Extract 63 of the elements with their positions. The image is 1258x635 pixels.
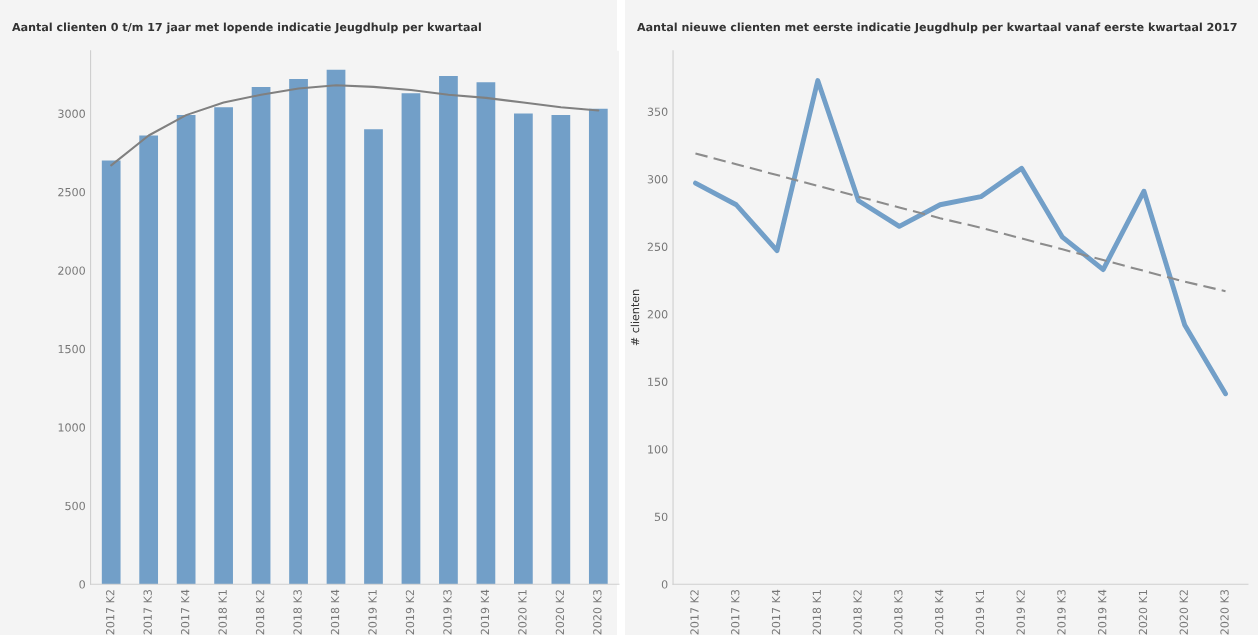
x-tick-label: 2019 K3 xyxy=(443,589,452,635)
x-tick-label: 2018 K1 xyxy=(812,590,821,635)
x-tick-label: 2017 K3 xyxy=(143,589,152,635)
x-tick-label: 2019 K1 xyxy=(975,590,985,635)
y-tick-label: 0 xyxy=(79,580,85,589)
bar xyxy=(214,107,233,585)
x-tick-label: 2018 K2 xyxy=(853,590,862,635)
bar xyxy=(289,79,308,585)
y-tick-label: 2000 xyxy=(58,266,85,275)
x-tick-label: 2018 K1 xyxy=(218,590,227,635)
y-tick-label: 250 xyxy=(647,242,668,251)
x-tick-label: 2017 K3 xyxy=(731,589,740,635)
x-tick-label: 2018 K3 xyxy=(293,589,302,635)
chart-title: Aantal clienten 0 t/m 17 jaar met lopende indicatie Jeugdhulp per kwartaal xyxy=(12,22,481,34)
x-tick-label: 2018 K4 xyxy=(934,589,944,635)
line-series xyxy=(693,78,1228,397)
x-tick-label: 2019 K2 xyxy=(1016,590,1025,635)
x-tick-label: 2020 K2 xyxy=(1179,590,1188,635)
chart-title: Aantal nieuwe clienten met eerste indicatie Jeugdhulp per kwartaal vanaf eerste kwartaal 2017 xyxy=(637,22,1237,34)
y-tick-label: 0 xyxy=(661,580,668,589)
x-tick-label: 2017 K4 xyxy=(180,589,190,635)
y-tick-label: 1500 xyxy=(58,344,85,354)
y-tick-label: 500 xyxy=(65,501,85,511)
bar xyxy=(588,108,608,585)
bar xyxy=(514,113,533,585)
y-tick-label: 50 xyxy=(654,512,668,522)
bar xyxy=(326,69,346,585)
y-tick-label: 150 xyxy=(648,377,668,387)
bar xyxy=(551,115,571,585)
x-tick-label: 2017 K2 xyxy=(106,590,115,635)
x-tick-label: 2020 K1 xyxy=(1138,590,1148,635)
bar xyxy=(439,75,458,585)
x-tick-label: 2019 K4 xyxy=(480,589,490,635)
bar xyxy=(251,86,271,585)
y-tick-label: 350 xyxy=(647,107,668,116)
x-tick-label: 2018 K3 xyxy=(894,589,903,635)
bar xyxy=(476,82,496,585)
x-tick-label: 2019 K1 xyxy=(368,590,377,635)
line-series xyxy=(694,152,1227,293)
x-tick-label: 2019 K4 xyxy=(1098,589,1107,635)
y-tick-label: 300 xyxy=(647,175,668,184)
bar xyxy=(401,93,421,585)
bar xyxy=(176,115,196,585)
y-tick-label: 2500 xyxy=(58,187,85,197)
x-tick-label: 2020 K1 xyxy=(518,590,527,635)
x-tick-label: 2018 K4 xyxy=(330,589,340,635)
bar xyxy=(139,135,159,585)
y-tick-label: 3000 xyxy=(58,109,85,118)
x-tick-label: 2019 K3 xyxy=(1057,589,1066,635)
x-tick-label: 2017 K4 xyxy=(771,589,781,635)
bar xyxy=(101,160,121,585)
x-tick-label: 2019 K2 xyxy=(405,590,415,635)
y-tick-label: 200 xyxy=(647,310,668,319)
y-tick-label: 1000 xyxy=(58,423,85,432)
x-tick-label: 2020 K3 xyxy=(593,589,602,635)
bar xyxy=(364,129,383,585)
x-tick-label: 2018 K2 xyxy=(255,590,265,635)
x-tick-label: 2020 K3 xyxy=(1220,589,1229,635)
x-tick-label: 2017 K2 xyxy=(690,590,699,635)
line-series xyxy=(110,84,600,167)
y-tick-label: 100 xyxy=(648,445,668,454)
y-axis-title: # clienten xyxy=(630,289,640,346)
x-tick-label: 2020 K2 xyxy=(555,590,565,635)
